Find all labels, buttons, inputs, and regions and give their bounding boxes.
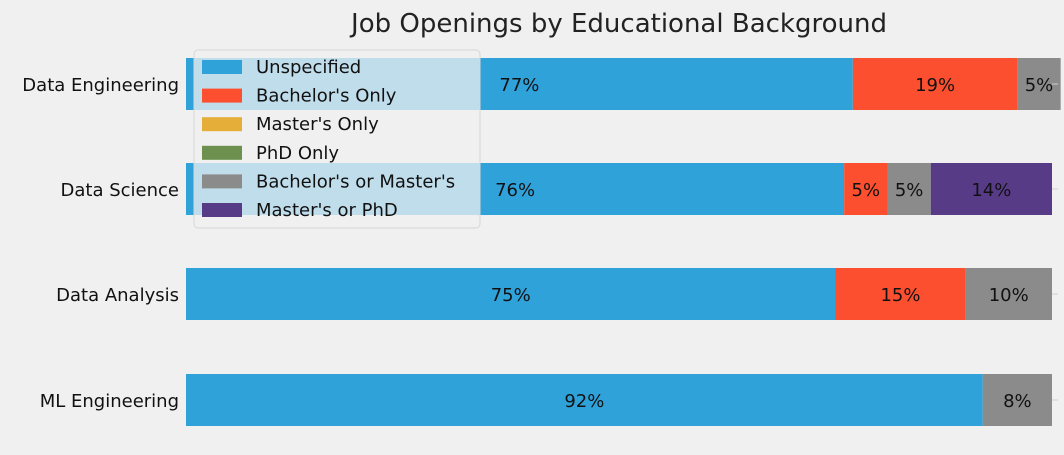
bar-data-label: 10% [989, 285, 1029, 306]
legend-entry: Bachelor's Only [256, 86, 397, 107]
bar-area: 77% 19% 5% 76% 5% 5% 14% 75% 15% 10% 92% 8% [186, 58, 1061, 426]
legend-box [193, 49, 481, 229]
y-tick-label: ML Engineering [40, 391, 179, 412]
legend-swatch [202, 203, 242, 217]
bar-data-label: 5% [895, 180, 924, 201]
bar-data-label: 92% [564, 391, 604, 412]
bar-data-label: 77% [499, 75, 539, 96]
bar-segment [982, 374, 1052, 426]
y-axis-ticks: Data Engineering Data Science Data Analysi… [22, 75, 1058, 412]
legend-swatch [202, 88, 242, 103]
bar-segment [186, 268, 836, 320]
legend-swatch [202, 145, 242, 160]
legend-entry: PhD Only [256, 143, 339, 164]
legend-swatch [202, 60, 242, 74]
bar-segment [835, 268, 966, 320]
bar-segment [930, 163, 1052, 215]
bar-segment [965, 268, 1052, 320]
chart-title: Job Openings by Educational Background [349, 9, 887, 39]
legend-entry: Unspecified [256, 57, 361, 78]
y-tick-label: Data Science [61, 180, 179, 201]
legend: Unspecified Bachelor's Only Master's Only P… [193, 49, 481, 229]
bar-data-label: 19% [915, 75, 955, 96]
bar-data-label: 75% [491, 285, 531, 306]
bar-data-label: 5% [1025, 75, 1054, 96]
bar-data-label: 14% [971, 180, 1011, 201]
y-tick-label: Data Engineering [22, 75, 179, 96]
bar-data-label: 8% [1003, 391, 1032, 412]
bar-data-label: 5% [852, 180, 881, 201]
bar-segment [852, 58, 1018, 110]
bar-segment [887, 163, 931, 215]
bar-segment [844, 163, 888, 215]
legend-swatch [202, 174, 242, 189]
y-tick-label: Data Analysis [56, 285, 179, 306]
bar-data-label: 15% [880, 285, 920, 306]
legend-entry: Master's Only [256, 114, 379, 135]
bar-data-label: 76% [495, 180, 535, 201]
legend-entry: Master's or PhD [256, 200, 398, 221]
bar-segment [186, 374, 983, 426]
legend-entry: Bachelor's or Master's [256, 171, 455, 192]
legend-swatch [202, 117, 242, 132]
